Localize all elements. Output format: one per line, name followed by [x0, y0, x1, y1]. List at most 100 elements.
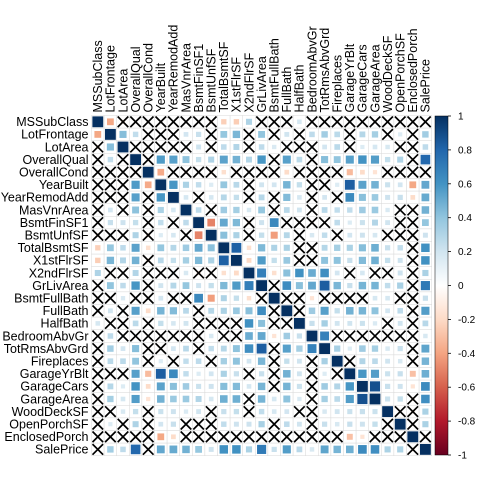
non-significant-cross: [205, 128, 218, 141]
corr-cell: [141, 140, 155, 154]
non-significant-cross: [419, 115, 432, 128]
corr-square: [170, 282, 177, 289]
non-significant-cross: [394, 115, 407, 128]
corr-square: [422, 232, 428, 238]
corr-cell: [91, 316, 105, 330]
corr-square: [158, 233, 163, 238]
corr-square: [320, 331, 330, 341]
colorbar-tick-label: -0.8: [458, 417, 476, 428]
corr-cell: [141, 379, 155, 393]
corr-cell: [393, 354, 407, 368]
corr-square: [271, 396, 277, 402]
corr-cell: [368, 417, 382, 431]
corr-square: [130, 154, 142, 166]
corr-square: [208, 195, 214, 200]
non-significant-cross: [142, 418, 155, 431]
corr-square: [320, 268, 329, 278]
corr-cell: [204, 266, 218, 280]
corr-cell: [217, 279, 231, 293]
non-significant-cross: [394, 141, 407, 153]
corr-square: [358, 256, 366, 264]
corr-cell: [204, 165, 218, 179]
corr-cell: [116, 216, 130, 230]
corr-cell: [267, 442, 281, 456]
corr-square: [281, 305, 293, 317]
corr-square: [207, 294, 215, 302]
corr-square: [171, 232, 176, 238]
non-significant-cross: [142, 342, 155, 355]
non-significant-cross: [104, 267, 117, 279]
corr-cell: [267, 178, 281, 192]
corr-cell: [192, 165, 206, 179]
corr-cell: [267, 342, 281, 356]
corr-square: [259, 220, 265, 226]
corr-cell: [381, 417, 395, 431]
corr-cell: [242, 430, 256, 444]
corr-cell: [292, 342, 306, 356]
corr-cell: [343, 392, 357, 406]
corr-square: [296, 358, 302, 364]
corr-square: [306, 330, 318, 342]
corr-square: [170, 409, 176, 415]
corr-cell: [204, 253, 218, 267]
corr-cell: [103, 241, 117, 255]
non-significant-cross: [205, 166, 218, 179]
corr-cell: [229, 228, 243, 242]
non-significant-cross: [406, 153, 419, 166]
non-significant-cross: [293, 254, 306, 267]
corr-cell: [381, 178, 395, 192]
non-significant-cross: [280, 216, 293, 229]
corr-cell: [166, 228, 180, 242]
corr-cell: [129, 127, 143, 141]
corr-cell: [154, 127, 168, 141]
corr-cell: [406, 165, 420, 179]
corr-cell: [318, 367, 332, 381]
corr-square: [232, 382, 240, 390]
non-significant-cross: [406, 128, 419, 141]
corr-cell: [393, 291, 407, 305]
corr-square: [346, 169, 353, 176]
corr-cell: [192, 115, 206, 129]
corr-cell: [355, 216, 369, 230]
non-significant-cross: [293, 216, 306, 229]
corr-square: [397, 308, 403, 314]
corr-square: [385, 245, 391, 251]
corr-cell: [406, 140, 420, 154]
corr-cell: [318, 140, 332, 154]
corr-square: [397, 245, 403, 251]
corr-cell: [305, 203, 319, 217]
corr-square: [296, 156, 303, 163]
corr-square: [196, 283, 202, 289]
non-significant-cross: [192, 191, 205, 204]
corr-cell: [368, 216, 382, 230]
corr-cell: [179, 140, 193, 154]
corr-square: [270, 231, 278, 239]
corr-square: [283, 370, 291, 378]
corr-cell: [217, 165, 231, 179]
corr-cell: [267, 354, 281, 368]
row-label: HalfBath: [41, 317, 89, 331]
corr-cell: [103, 153, 117, 167]
corr-cell: [141, 241, 155, 255]
corr-cell: [217, 203, 231, 217]
corr-cell: [280, 153, 294, 167]
corr-square: [397, 396, 403, 402]
corr-square: [421, 306, 430, 315]
non-significant-cross: [306, 153, 318, 166]
colorbar-tick-label: 0.4: [458, 213, 472, 224]
corr-cell: [305, 405, 319, 419]
corr-cell: [418, 140, 432, 154]
corr-square: [296, 333, 302, 339]
corr-square: [397, 358, 403, 364]
corr-cell: [141, 253, 155, 267]
corr-cell: [381, 354, 395, 368]
non-significant-cross: [117, 367, 129, 380]
corr-cell: [343, 417, 357, 431]
non-significant-cross: [255, 430, 268, 443]
non-significant-cross: [280, 430, 293, 443]
corr-cell: [355, 392, 369, 406]
corr-cell: [267, 405, 281, 419]
corr-cell: [141, 367, 155, 381]
corr-cell: [267, 241, 281, 255]
